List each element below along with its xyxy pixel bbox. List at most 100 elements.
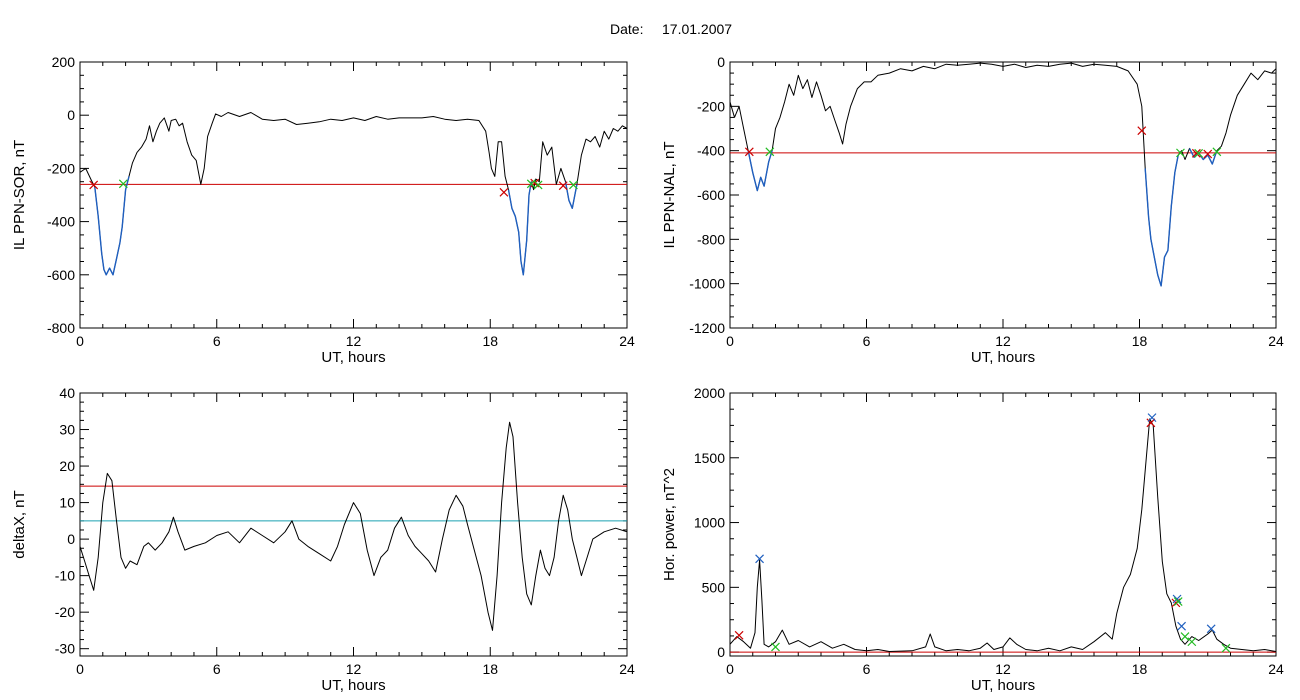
x-tick-label: 0	[76, 661, 84, 677]
y-tick-label: -600	[47, 267, 75, 283]
y-tick-label: 20	[59, 458, 75, 474]
x-tick-label: 18	[482, 661, 498, 677]
y-tick-label: -800	[47, 320, 75, 336]
x-marker	[1172, 594, 1182, 604]
x-marker	[569, 180, 578, 190]
x-tick-label: 0	[726, 333, 734, 349]
chart-power: 0 6 12 18 24 0 500 1000 1500 2000 UT, hours Hor. po…	[661, 385, 1284, 694]
series-line	[1188, 148, 1218, 165]
x-marker	[755, 554, 764, 564]
plot-frame	[729, 61, 1277, 329]
y-tick-label: -400	[47, 214, 75, 230]
x-marker	[1137, 126, 1147, 136]
y-tick-label: -20	[55, 604, 75, 620]
date-label: Date:	[610, 21, 643, 37]
y-tick-label: -200	[697, 98, 725, 114]
x-tick-label: 6	[213, 661, 221, 677]
x-marker	[1173, 597, 1183, 607]
series-line	[80, 421, 627, 631]
x-tick-label: 12	[346, 661, 362, 677]
x-tick-label: 6	[213, 333, 221, 349]
series-line	[564, 181, 578, 210]
x-marker	[533, 180, 543, 190]
y-tick-label: 0	[717, 644, 725, 660]
x-tick-label: 6	[863, 661, 871, 677]
series-line	[730, 62, 1276, 287]
x-marker	[1191, 148, 1201, 158]
y-tick-label: 10	[59, 495, 75, 511]
y-tick-label: 0	[67, 107, 75, 123]
y-tick-label: -200	[47, 160, 75, 176]
chart-deltax: 0 6 12 18 24 -30 -20 -10 0 10 20 30 40 UT, hours delta…	[11, 385, 635, 694]
plot-frame	[79, 392, 628, 657]
y-tick-label: -10	[55, 568, 75, 584]
x-marker	[744, 147, 754, 157]
y-tick-label: 30	[59, 422, 75, 438]
y-tick-label: -600	[697, 187, 725, 203]
series-line	[507, 181, 532, 276]
series-line	[730, 418, 1276, 652]
plot-frame	[729, 392, 1277, 657]
y-tick-label: 500	[702, 579, 726, 595]
x-marker	[765, 147, 775, 157]
y-tick-label: -1200	[689, 320, 725, 336]
x-tick-label: 24	[619, 661, 635, 677]
chart-sor: 0 6 12 18 24 -800 -600 -400 -200 0 200 UT, hours IL …	[11, 54, 635, 366]
x-tick-label: 24	[1268, 333, 1284, 349]
series-line	[94, 176, 130, 276]
x-marker	[1221, 643, 1231, 653]
x-marker	[1180, 632, 1190, 641]
y-tick-label: -800	[697, 231, 725, 247]
x-tick-label: 6	[863, 333, 871, 349]
x-marker	[1206, 624, 1216, 634]
x-axis-label: UT, hours	[321, 349, 385, 366]
series-line	[1144, 154, 1179, 287]
chart-nal: 0 6 12 18 24 -1200 -1000 -800 -600 -400 -200 0 UT, h…	[661, 54, 1284, 366]
y-tick-label: -1000	[689, 276, 725, 292]
y-tick-label: 2000	[694, 385, 725, 401]
y-axis-label: Hor. power, nT^2	[661, 468, 678, 581]
x-tick-label: 0	[726, 661, 734, 677]
x-marker	[734, 630, 744, 640]
y-axis-label: deltaX, nT	[11, 490, 28, 558]
y-tick-label: -400	[697, 143, 725, 159]
date-value: 17.01.2007	[662, 21, 732, 37]
x-marker	[558, 181, 568, 191]
y-tick-label: 40	[59, 385, 75, 401]
x-tick-label: 18	[1132, 661, 1148, 677]
y-tick-label: 0	[717, 54, 725, 70]
x-marker	[1147, 413, 1157, 423]
x-marker	[1212, 147, 1222, 157]
y-tick-label: 0	[67, 531, 75, 547]
y-axis-label: IL PPN-NAL, nT	[661, 142, 678, 249]
y-tick-label: 1500	[694, 450, 725, 466]
y-axis-label: IL PPN-SOR, nT	[11, 140, 28, 250]
x-tick-label: 0	[76, 333, 84, 349]
series-line	[747, 150, 773, 192]
x-axis-label: UT, hours	[971, 677, 1035, 694]
x-marker	[499, 187, 509, 197]
x-tick-label: 12	[995, 333, 1011, 349]
x-tick-label: 24	[1268, 661, 1284, 677]
x-tick-label: 18	[1132, 333, 1148, 349]
x-marker	[771, 642, 780, 652]
x-marker	[1203, 149, 1213, 159]
y-tick-label: 1000	[694, 515, 725, 531]
series-line	[80, 112, 627, 276]
x-marker	[1187, 637, 1197, 647]
y-tick-label: -30	[55, 641, 75, 657]
plot-frame	[79, 61, 628, 329]
x-axis-label: UT, hours	[971, 349, 1035, 366]
x-marker	[1176, 148, 1185, 158]
x-marker	[118, 179, 128, 189]
x-tick-label: 12	[995, 661, 1011, 677]
x-tick-label: 24	[619, 333, 635, 349]
x-marker	[89, 180, 99, 190]
y-tick-label: 200	[52, 54, 76, 70]
x-tick-label: 18	[482, 333, 498, 349]
x-tick-label: 12	[346, 333, 362, 349]
x-axis-label: UT, hours	[321, 677, 385, 694]
x-marker	[1177, 621, 1187, 631]
